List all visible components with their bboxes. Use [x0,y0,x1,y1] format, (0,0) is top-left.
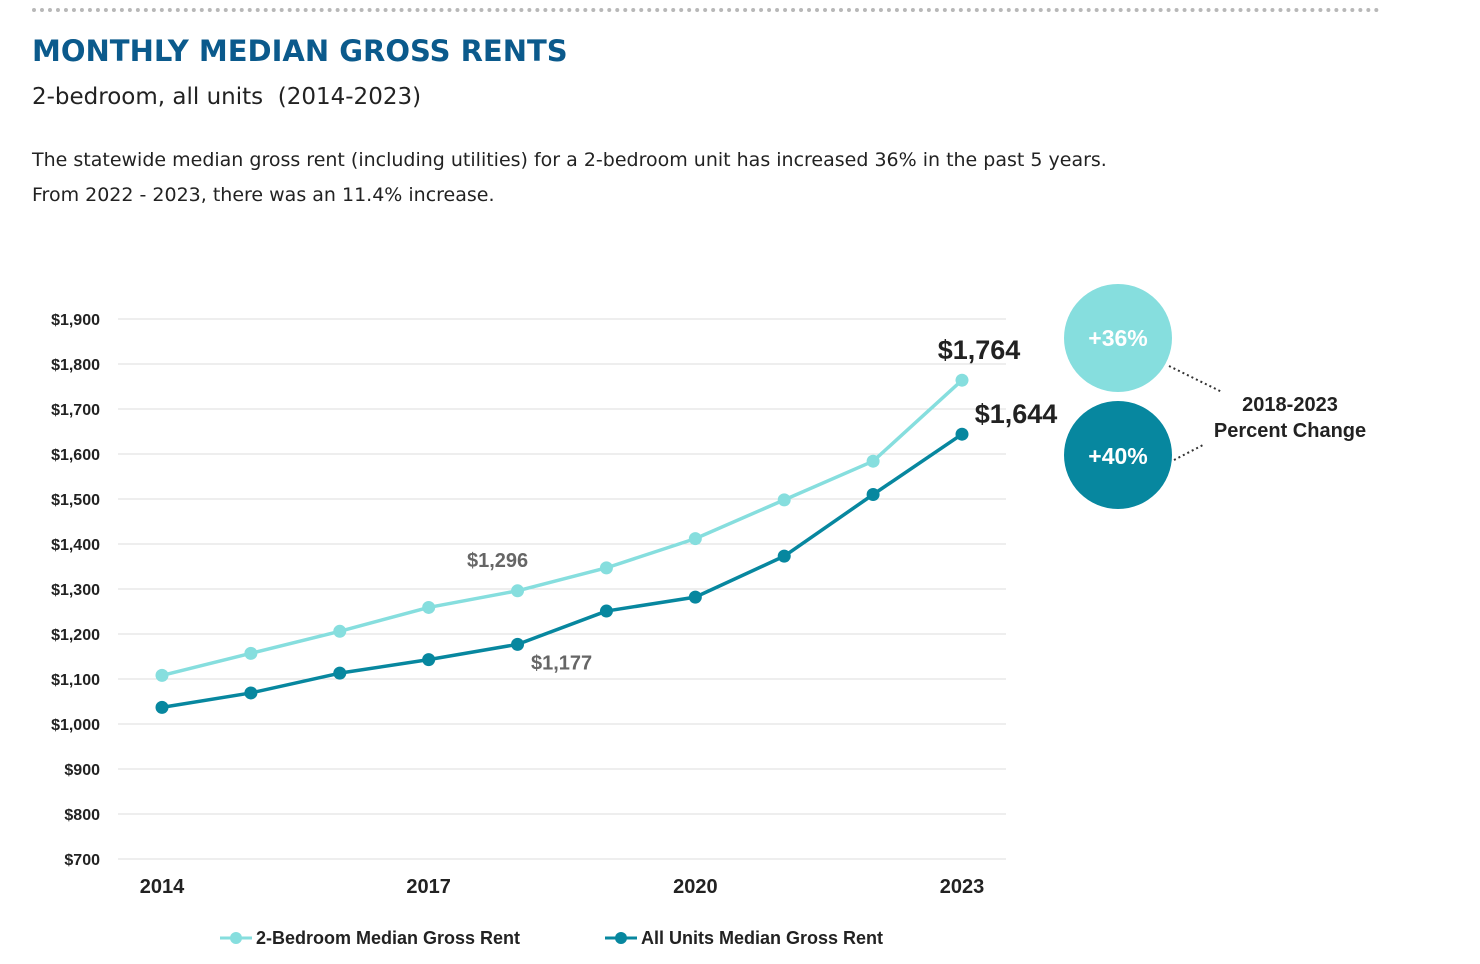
data-point-two_bedroom-2018 [511,584,525,598]
percent-change-panel: +36% +40% 2018-2023 Percent Change [1064,284,1366,509]
data-point-two_bedroom-2019 [599,561,613,575]
percent-change-2br-value: +36% [1088,325,1147,351]
data-point-two_bedroom-2016 [333,624,347,638]
legend-swatch-dot-2br [230,932,242,944]
data-point-all_units-2020 [688,590,702,604]
data-point-two_bedroom-2017 [422,600,436,614]
data-point-two_bedroom-2022 [866,454,880,468]
annotation-all-units-2023: $1,644 [975,399,1058,429]
percent-change-label-line-2: Percent Change [1214,420,1366,442]
x-tick-label: 2020 [673,876,718,898]
legend-label-2br: 2-Bedroom Median Gross Rent [256,928,520,948]
y-tick-label: $1,200 [51,627,100,644]
x-tick-label: 2023 [940,876,985,898]
data-point-all_units-2016 [333,666,347,680]
y-tick-label: $900 [64,762,100,779]
page-subtitle: 2-bedroom, all units (2014-2023) [32,84,422,110]
legend-swatch-dot-all-units [615,932,627,944]
data-point-two_bedroom-2014 [155,668,169,682]
connector-2br [1168,365,1223,393]
dotted-divider [32,8,1380,12]
data-point-all_units-2018 [511,637,525,651]
y-tick-label: $700 [64,852,100,869]
y-tick-label: $1,700 [51,402,100,419]
x-tick-label: 2017 [406,876,451,898]
data-point-two_bedroom-2021 [777,493,791,507]
y-tick-label: $1,000 [51,717,100,734]
description-line-2: From 2022 - 2023, there was an 11.4% inc… [32,184,495,206]
legend-item-2br: 2-Bedroom Median Gross Rent [220,928,520,948]
legend-item-all-units: All Units Median Gross Rent [605,928,883,948]
description-line-1: The statewide median gross rent (includi… [32,149,1107,171]
series-layer [155,373,969,714]
x-axis-ticks: 2014 2017 2020 2023 [140,876,985,898]
data-point-two_bedroom-2020 [688,532,702,546]
data-point-all_units-2021 [777,549,791,563]
data-point-all_units-2022 [866,488,880,501]
description: The statewide median gross rent (includi… [32,143,1107,213]
y-tick-label: $1,500 [51,492,100,509]
percent-change-all-units-value: +40% [1088,443,1147,469]
data-point-all_units-2014 [155,700,169,714]
percent-change-label-line-1: 2018-2023 [1242,394,1338,416]
legend: 2-Bedroom Median Gross Rent All Units Me… [220,928,883,948]
data-point-two_bedroom-2023 [955,373,969,387]
annotation-2br-2023: $1,764 [938,335,1021,365]
page-title: MONTHLY MEDIAN GROSS RENTS [32,34,568,68]
annotation-2br-2018: $1,296 [467,550,528,572]
annotation-all-units-2018: $1,177 [531,652,592,674]
y-tick-label: $1,100 [51,672,100,689]
grid-lines [118,318,1006,860]
y-tick-label: $1,400 [51,537,100,554]
y-tick-label: $1,800 [51,357,100,374]
data-point-all_units-2023 [955,427,969,441]
percent-change-bubble-2br [1064,284,1172,392]
y-tick-label: $1,900 [51,312,100,329]
y-tick-label: $1,300 [51,582,100,599]
data-point-all_units-2019 [599,604,613,618]
percent-change-bubble-all-units [1064,401,1172,509]
data-point-all_units-2015 [244,686,258,700]
data-point-all_units-2017 [422,653,436,667]
data-point-two_bedroom-2015 [244,646,258,660]
series-line-all_units [161,432,963,710]
y-tick-label: $800 [64,807,100,824]
series-line-two_bedroom [161,378,964,678]
y-tick-label: $1,600 [51,447,100,464]
legend-label-all-units: All Units Median Gross Rent [641,928,883,948]
x-tick-label: 2014 [140,876,185,898]
y-axis-ticks: $700 $800 $900 $1,000 $1,100 $1,200 $1,300 $1,4… [51,312,100,869]
connector-all-units [1173,444,1204,461]
